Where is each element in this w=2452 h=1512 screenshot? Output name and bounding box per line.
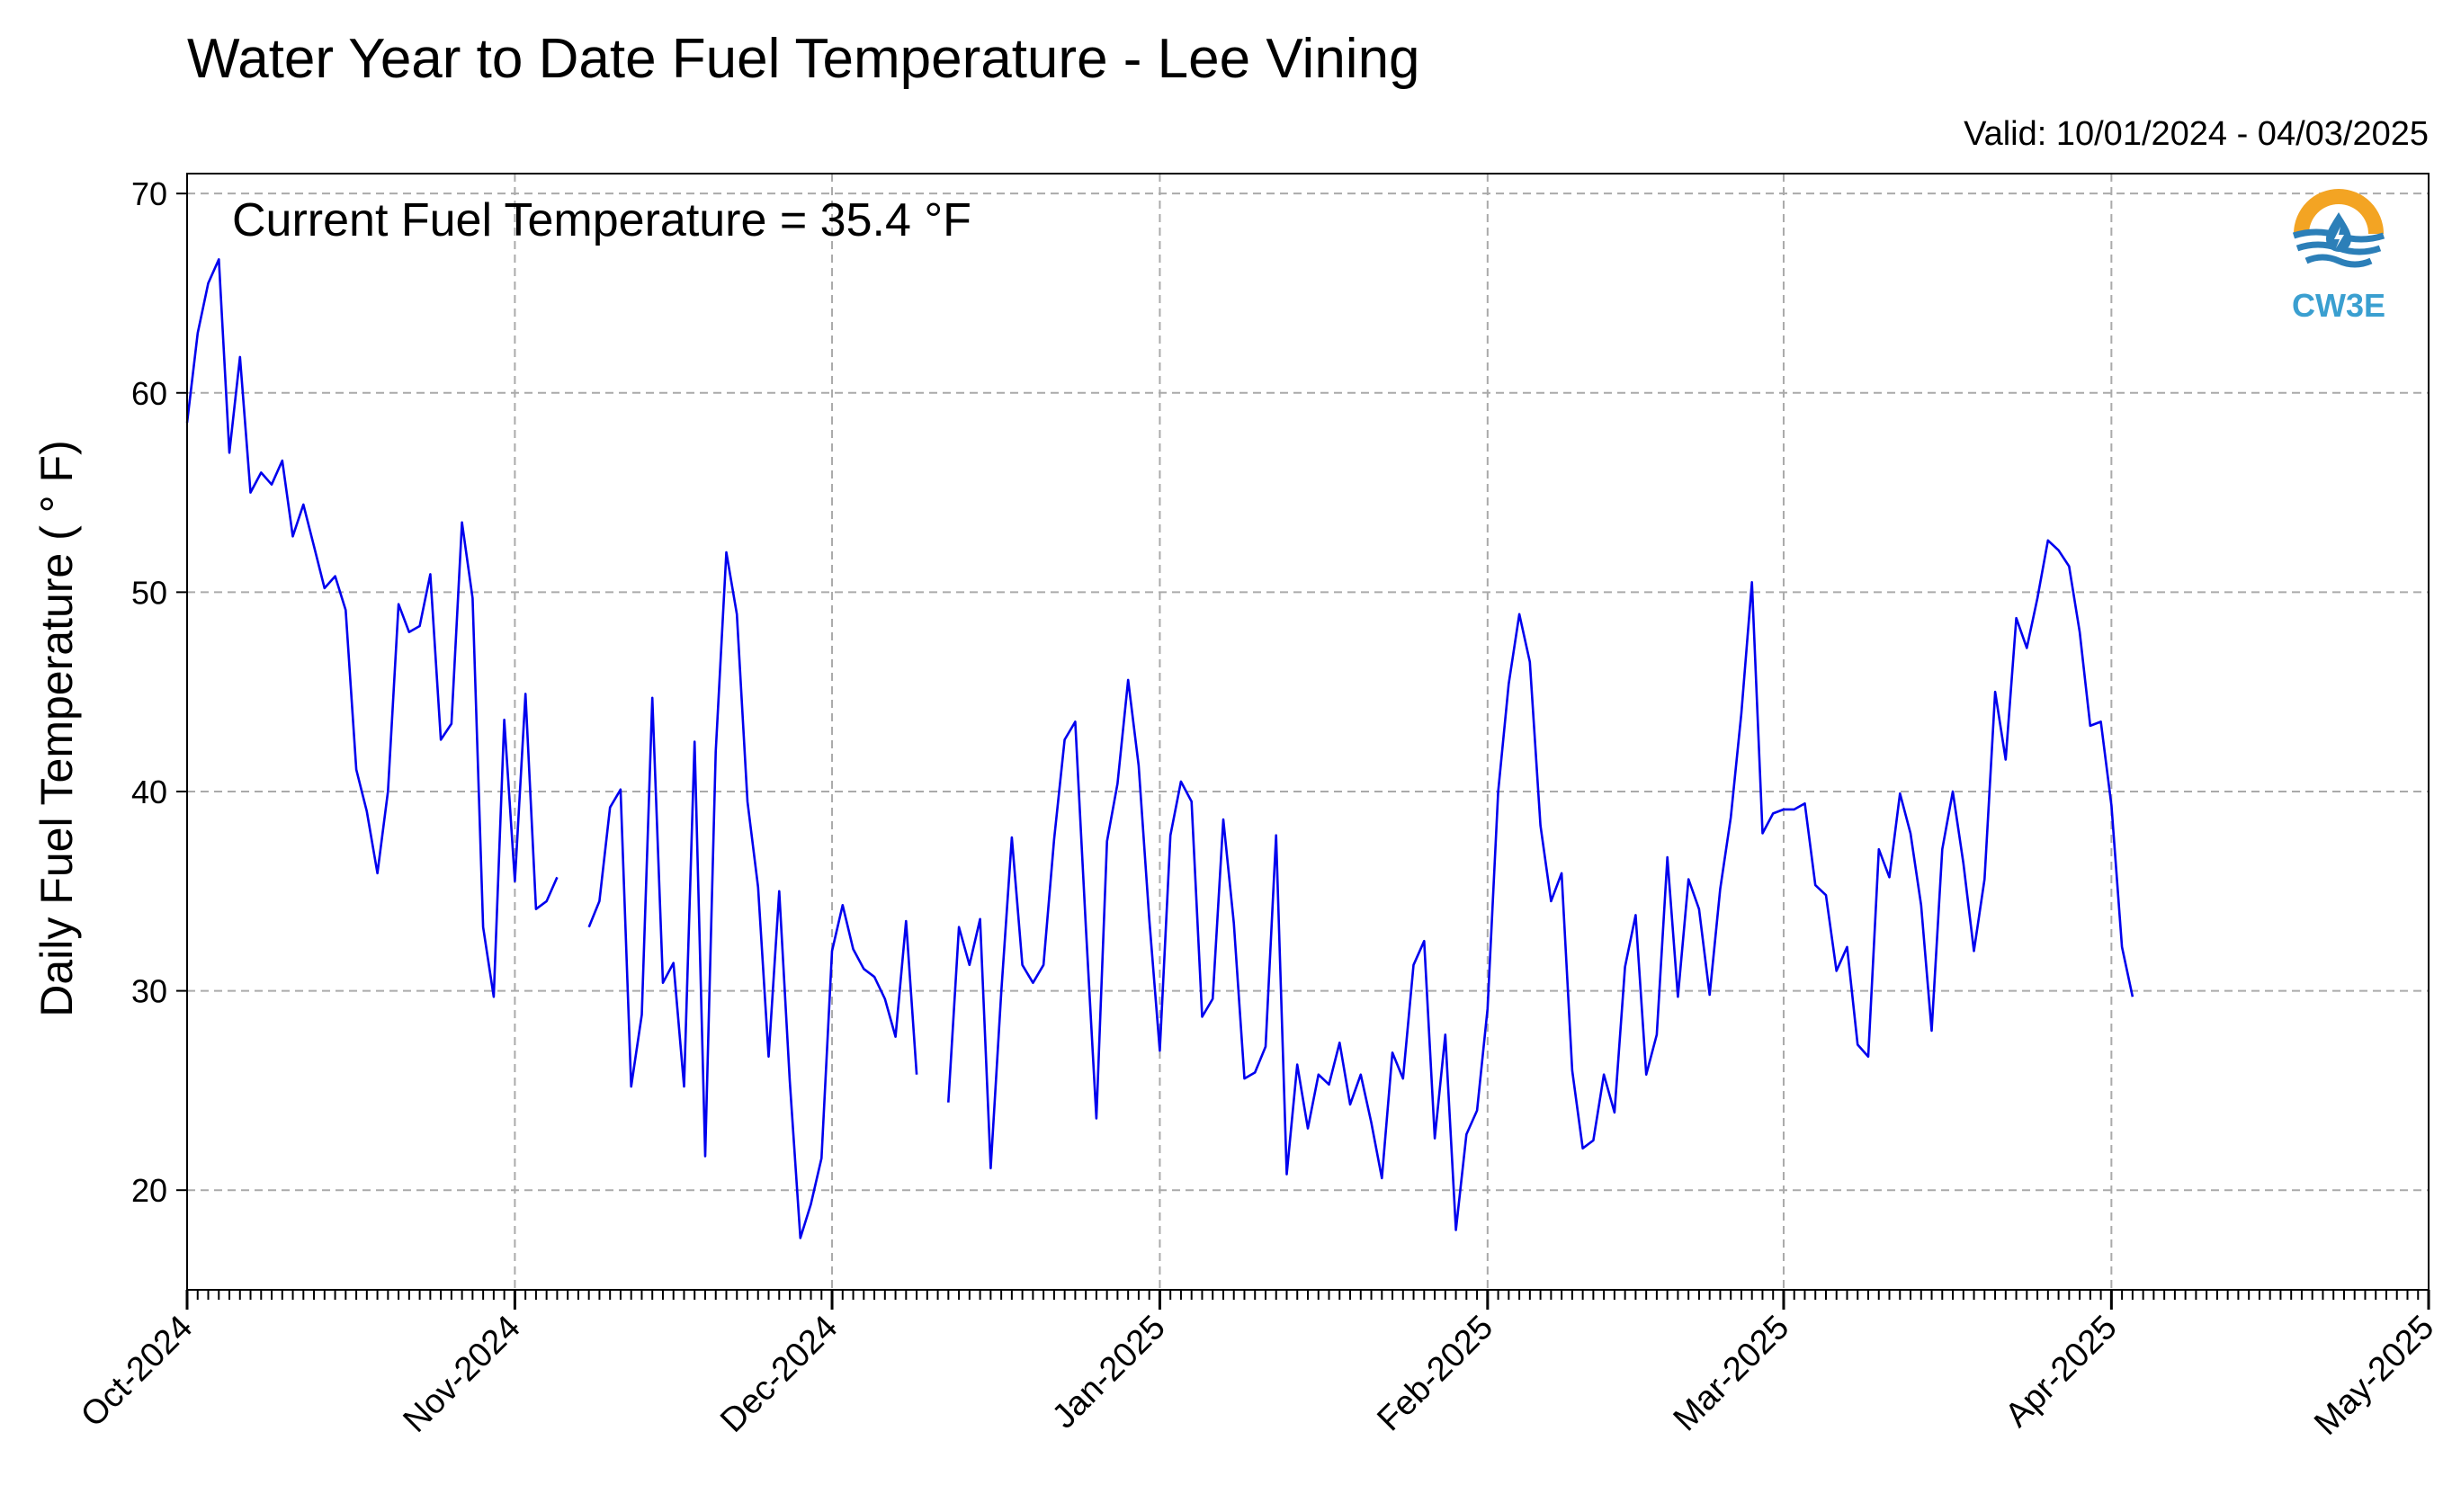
valid-date-range: Valid: 10/01/2024 - 04/03/2025 bbox=[1964, 115, 2429, 153]
y-tick-label: 20 bbox=[131, 1172, 167, 1209]
grid-lines bbox=[187, 174, 2429, 1290]
y-tick-label: 70 bbox=[131, 175, 167, 212]
cw3e-logo: CW3E bbox=[2292, 189, 2385, 324]
fuel-temperature-line bbox=[185, 257, 2134, 1239]
x-tick-label: Nov-2024 bbox=[397, 1309, 528, 1440]
series-line-segment bbox=[185, 257, 559, 998]
x-tick-label: Apr-2025 bbox=[1998, 1309, 2124, 1435]
x-tick-label: Oct-2024 bbox=[74, 1309, 200, 1435]
y-tick-label: 50 bbox=[131, 574, 167, 611]
series-line-segment bbox=[947, 539, 2134, 1231]
x-tick-labels: Oct-2024 Nov-2024 Dec-2024 Jan-2025 Feb-2025… bbox=[74, 1309, 2441, 1443]
plot-frame bbox=[186, 173, 2430, 1291]
y-tick-label: 30 bbox=[131, 973, 167, 1010]
x-tick-label: Mar-2025 bbox=[1667, 1309, 1797, 1439]
current-fuel-temperature-annotation: Current Fuel Temperature = 35.4 °F bbox=[232, 194, 971, 246]
chart-title: Water Year to Date Fuel Temperature - Le… bbox=[187, 28, 1420, 90]
y-tick-label: 60 bbox=[131, 375, 167, 412]
x-tick-label: May-2025 bbox=[2307, 1309, 2441, 1443]
y-tick-labels: 20 30 40 50 60 70 bbox=[131, 175, 167, 1209]
x-tick-label: Jan-2025 bbox=[1045, 1309, 1173, 1436]
cw3e-logo-text: CW3E bbox=[2292, 287, 2385, 324]
x-tick-label: Dec-2024 bbox=[713, 1309, 845, 1440]
x-tick-label: Feb-2025 bbox=[1370, 1309, 1500, 1439]
y-tick-label: 40 bbox=[131, 774, 167, 810]
series-line-segment bbox=[587, 550, 918, 1239]
axis-ticks bbox=[176, 192, 2430, 1310]
y-axis-label: Daily Fuel Temperature ( ° F) bbox=[31, 440, 82, 1016]
